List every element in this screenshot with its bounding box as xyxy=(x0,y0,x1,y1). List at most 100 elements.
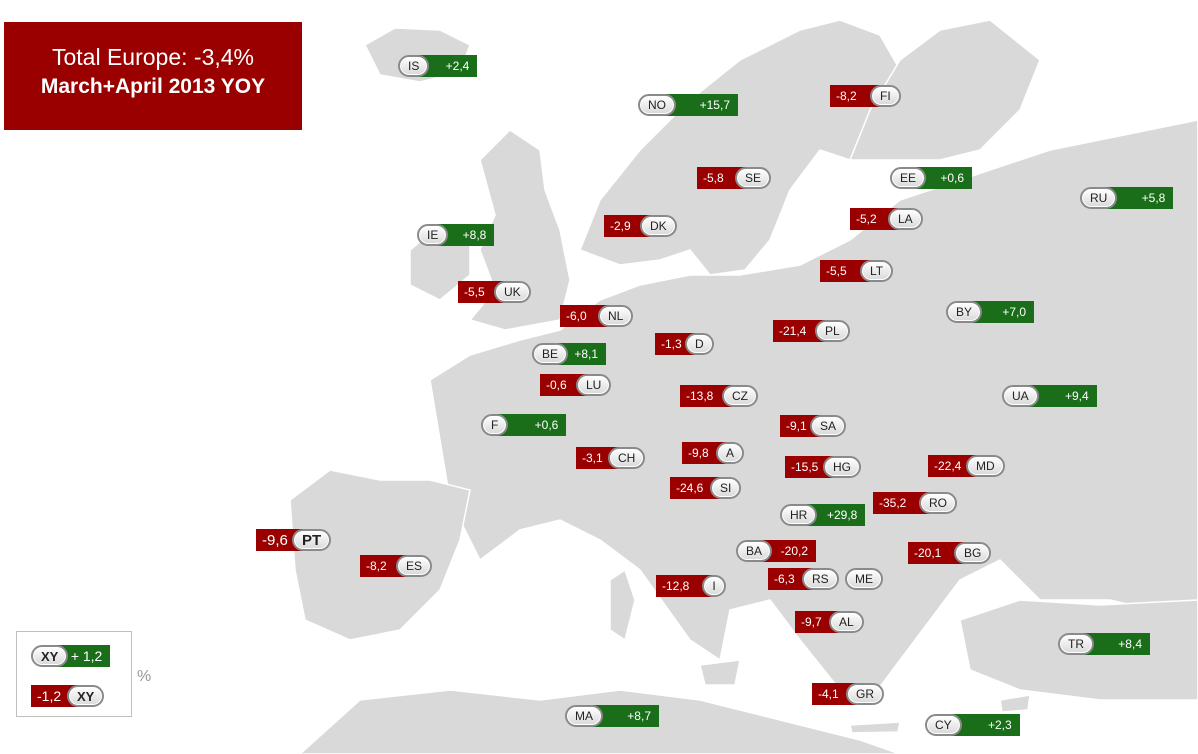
marker-cy: CY +2,3 xyxy=(925,713,1020,737)
country-code: IS xyxy=(398,55,430,77)
legend-value: + 1,2 xyxy=(54,645,111,667)
country-code: AL xyxy=(829,611,864,633)
marker-me: ME xyxy=(845,567,883,591)
marker-tr: TR +8,4 xyxy=(1058,632,1150,656)
marker-bg: -20,1 BG xyxy=(908,541,992,565)
country-code: EE xyxy=(890,167,927,189)
marker-ua: UA +9,4 xyxy=(1002,384,1097,408)
marker-be: BE +8,1 xyxy=(532,342,607,366)
country-code: RO xyxy=(919,492,957,514)
marker-rs: -6,3 RS xyxy=(768,567,839,591)
legend-code: XY xyxy=(67,685,105,707)
value-bar: +5,8 xyxy=(1103,187,1174,209)
country-code: FI xyxy=(870,85,901,107)
country-code: NL xyxy=(598,305,634,327)
country-code: BG xyxy=(954,542,992,564)
marker-gr: -4,1 GR xyxy=(812,682,884,706)
country-code: CY xyxy=(925,714,962,736)
title-period: March+April 2013 YOY xyxy=(40,75,266,98)
cyprus-shape xyxy=(999,694,1031,713)
country-code: ME xyxy=(845,568,883,590)
marker-nl: -6,0 NL xyxy=(560,304,634,328)
country-code: SE xyxy=(735,167,772,189)
marker-md: -22,4 MD xyxy=(928,454,1005,478)
marker-lt: -5,5 LT xyxy=(820,259,894,283)
marker-si: -24,6 SI xyxy=(670,476,742,500)
marker-sa: -9,1 SA xyxy=(780,414,847,438)
marker-pl: -21,4 PL xyxy=(773,319,850,343)
country-code: BA xyxy=(736,540,773,562)
country-code: ES xyxy=(396,555,433,577)
marker-a: -9,8 A xyxy=(682,441,745,465)
mainland-shape xyxy=(429,119,1198,701)
country-code: LA xyxy=(888,208,923,230)
country-code: PT xyxy=(292,529,332,551)
marker-i: -12,8 I xyxy=(656,574,726,598)
country-code: IE xyxy=(417,224,449,246)
value-bar: +9,4 xyxy=(1024,385,1097,407)
marker-ba: BA -20,2 xyxy=(736,539,817,563)
marker-al: -9,7 AL xyxy=(795,610,864,634)
value-bar: +8,8 xyxy=(434,224,495,246)
country-code: HR xyxy=(780,504,818,526)
marker-uk: -5,5 UK xyxy=(458,280,531,304)
country-code: F xyxy=(481,414,509,436)
country-code: LT xyxy=(860,260,894,282)
marker-lu: -0,6 LU xyxy=(540,373,612,397)
sardinia-shape xyxy=(609,568,636,642)
country-code: RS xyxy=(802,568,839,590)
country-code: PL xyxy=(815,320,850,342)
value-bar: +29,8 xyxy=(803,504,866,526)
value-bar: +8,4 xyxy=(1080,633,1150,655)
value-bar: -35,2 xyxy=(873,492,933,514)
country-code: MD xyxy=(966,455,1005,477)
marker-ie: IE +8,8 xyxy=(417,223,495,247)
marker-ma: MA +8,7 xyxy=(565,704,659,728)
marker-d: -1,3 D xyxy=(655,332,714,356)
country-code: NO xyxy=(638,94,676,116)
marker-hg: -15,5 HG xyxy=(785,455,861,479)
country-code: HG xyxy=(823,456,861,478)
marker-es: -8,2 ES xyxy=(360,554,433,578)
marker-ee: EE +0,6 xyxy=(890,166,973,190)
legend-unit: % xyxy=(137,668,152,685)
legend-positive: XY + 1,2 xyxy=(31,644,111,668)
value-bar: +2,4 xyxy=(415,55,478,77)
country-code: CZ xyxy=(722,385,758,407)
value-bar: +2,3 xyxy=(947,714,1020,736)
value-bar: -12,8 xyxy=(656,575,716,597)
marker-la: -5,2 LA xyxy=(850,207,923,231)
marker-by: BY +7,0 xyxy=(946,300,1035,324)
sicily-shape xyxy=(699,659,741,686)
value-bar: +15,7 xyxy=(662,94,738,116)
country-code: SA xyxy=(810,415,847,437)
country-code: D xyxy=(685,333,714,355)
title-total: Total Europe: -3,4% xyxy=(51,44,254,70)
country-code: UA xyxy=(1002,385,1039,407)
marker-hr: HR +29,8 xyxy=(780,503,866,527)
marker-se: -5,8 SE xyxy=(697,166,772,190)
marker-no: NO +15,7 xyxy=(638,93,738,117)
crete-shape xyxy=(849,721,901,734)
value-bar: -20,2 xyxy=(758,540,817,562)
marker-ro: -35,2 RO xyxy=(873,491,957,515)
country-code: MA xyxy=(565,705,603,727)
legend: XY + 1,2 -1,2 XY xyxy=(16,631,132,717)
country-code: I xyxy=(702,575,726,597)
country-code: UK xyxy=(494,281,531,303)
country-code: BE xyxy=(532,343,569,365)
country-code: LU xyxy=(576,374,612,396)
marker-pt: -9,6 PT xyxy=(256,528,332,552)
marker-f: F +0,6 xyxy=(481,413,567,437)
legend-code: XY xyxy=(31,645,69,667)
country-code: SI xyxy=(710,477,742,499)
title-box: Total Europe: -3,4% March+April 2013 YOY xyxy=(4,22,302,130)
marker-ch: -3,1 CH xyxy=(576,446,646,470)
country-code: CH xyxy=(608,447,646,469)
marker-is: IS +2,4 xyxy=(398,54,478,78)
marker-fi: -8,2 FI xyxy=(830,84,901,108)
country-code: A xyxy=(716,442,745,464)
value-bar: +7,0 xyxy=(968,301,1035,323)
country-code: DK xyxy=(640,215,677,237)
